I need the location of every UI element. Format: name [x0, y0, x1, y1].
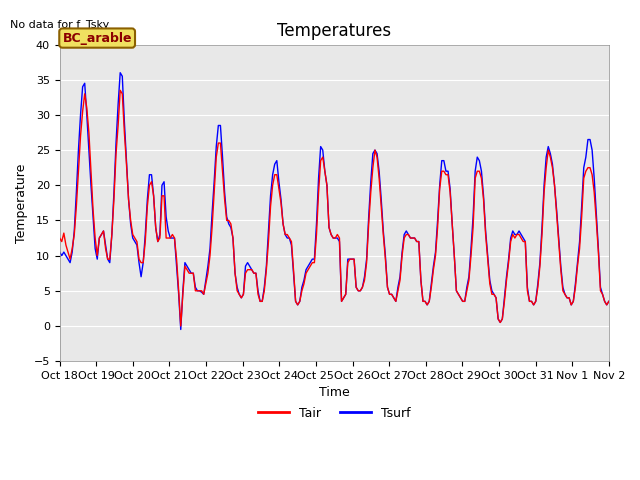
- Tair: [373, 154, 381, 160]
- Tair: [70, 232, 78, 238]
- Tair: [296, 299, 303, 304]
- Tsurf: [177, 326, 184, 332]
- Tsurf: [605, 299, 612, 304]
- Title: Temperatures: Temperatures: [277, 22, 391, 40]
- Tair: [56, 235, 63, 241]
- Tsurf: [267, 193, 275, 199]
- Tair: [239, 291, 247, 297]
- Tsurf: [70, 228, 78, 234]
- Text: No data for f_Tsky: No data for f_Tsky: [10, 19, 109, 30]
- Tair: [605, 299, 612, 304]
- Line: Tair: Tair: [60, 90, 609, 326]
- Line: Tsurf: Tsurf: [60, 72, 609, 329]
- Tair: [177, 323, 184, 329]
- Y-axis label: Temperature: Temperature: [15, 163, 28, 242]
- Tair: [267, 204, 275, 209]
- Tair: [116, 87, 124, 93]
- X-axis label: Time: Time: [319, 386, 349, 399]
- Tsurf: [239, 291, 247, 297]
- Tair: [404, 232, 412, 238]
- Tsurf: [373, 151, 381, 156]
- Tsurf: [116, 70, 124, 75]
- Tsurf: [56, 249, 63, 255]
- Tsurf: [296, 299, 303, 304]
- Tsurf: [404, 232, 412, 238]
- Legend: Tair, Tsurf: Tair, Tsurf: [253, 402, 415, 424]
- Text: BC_arable: BC_arable: [62, 32, 132, 45]
